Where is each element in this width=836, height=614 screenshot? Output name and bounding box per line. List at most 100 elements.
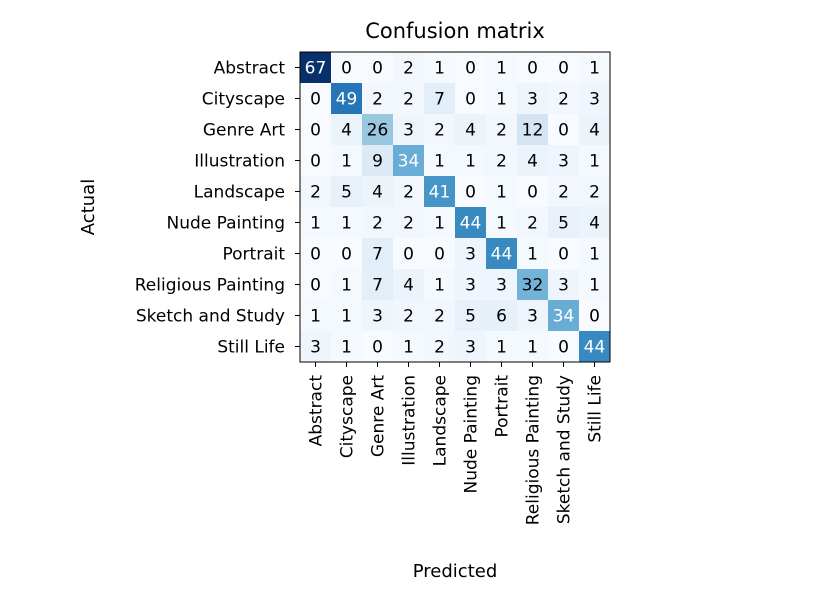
cell-value-label: 3 xyxy=(310,338,321,358)
cell-value-label: 3 xyxy=(527,307,538,327)
cell-value-label: 0 xyxy=(310,245,321,265)
heatmap-cell xyxy=(517,145,549,177)
y-tick-label: Landscape xyxy=(194,183,285,203)
cell-value-label: 5 xyxy=(465,307,476,327)
heatmap-cell xyxy=(424,238,456,270)
cell-value-label: 4 xyxy=(341,121,352,141)
cell-value-label: 26 xyxy=(367,121,389,141)
cell-value-label: 1 xyxy=(496,183,507,203)
cell-value-label: 49 xyxy=(336,90,358,110)
cell-value-label: 3 xyxy=(558,152,569,172)
cell-value-label: 1 xyxy=(310,214,321,234)
y-tick-label: Sketch and Study xyxy=(136,307,285,327)
heatmap-cell xyxy=(579,269,611,301)
heatmap-cell xyxy=(362,207,394,239)
cell-value-label: 1 xyxy=(496,338,507,358)
cell-value-label: 34 xyxy=(553,307,575,327)
heatmap-cell xyxy=(548,331,580,363)
heatmap-cell xyxy=(486,300,518,332)
heatmap-cell xyxy=(455,52,487,84)
heatmap-cell xyxy=(331,331,363,363)
heatmap-cell xyxy=(393,114,425,146)
cell-value-label: 2 xyxy=(434,307,445,327)
cell-value-label: 1 xyxy=(341,307,352,327)
y-tick-label: Cityscape xyxy=(202,90,285,110)
heatmap-cell xyxy=(331,269,363,301)
cell-value-label: 5 xyxy=(558,214,569,234)
heatmap-cell xyxy=(486,269,518,301)
cell-value-label: 0 xyxy=(558,338,569,358)
cell-value-label: 3 xyxy=(589,90,600,110)
cell-value-label: 1 xyxy=(589,59,600,79)
heatmap-cell xyxy=(486,331,518,363)
heatmap-cell xyxy=(362,145,394,177)
x-tick-label: Sketch and Study xyxy=(555,375,575,524)
heatmap-cell xyxy=(548,114,580,146)
heatmap-cell xyxy=(300,145,332,177)
heatmap-cell xyxy=(548,207,580,239)
heatmap-cell xyxy=(300,176,332,208)
heatmap-cell xyxy=(548,269,580,301)
cell-value-label: 0 xyxy=(558,121,569,141)
heatmap-cell xyxy=(393,269,425,301)
heatmap-cell xyxy=(579,331,611,363)
cell-value-label: 9 xyxy=(372,152,383,172)
cell-value-label: 0 xyxy=(310,121,321,141)
heatmap-cell xyxy=(424,145,456,177)
heatmap-cell xyxy=(362,300,394,332)
heatmap-cell xyxy=(486,176,518,208)
y-tick-label: Still Life xyxy=(217,338,285,358)
heatmap-cell xyxy=(300,300,332,332)
heatmap-cell xyxy=(393,207,425,239)
x-tick-label: Portrait xyxy=(493,375,513,438)
heatmap-cell xyxy=(455,114,487,146)
heatmap-cell xyxy=(393,300,425,332)
heatmap-cell xyxy=(548,145,580,177)
heatmap-cell xyxy=(393,52,425,84)
cell-value-label: 2 xyxy=(558,183,569,203)
cell-value-label: 1 xyxy=(527,245,538,265)
heatmap-cell xyxy=(300,52,332,84)
chart-title: Confusion matrix xyxy=(365,19,545,43)
heatmap-cell xyxy=(579,300,611,332)
heatmap-cell xyxy=(486,114,518,146)
cell-value-label: 2 xyxy=(403,183,414,203)
cell-value-label: 4 xyxy=(372,183,383,203)
heatmap-cell xyxy=(579,145,611,177)
cell-value-label: 1 xyxy=(434,59,445,79)
y-tick-label: Genre Art xyxy=(203,121,286,141)
x-tick-label: Illustration xyxy=(400,375,420,466)
cell-value-label: 0 xyxy=(403,245,414,265)
heatmap-cell xyxy=(579,176,611,208)
cell-value-label: 4 xyxy=(589,214,600,234)
heatmap-cell xyxy=(424,300,456,332)
heatmap-cell xyxy=(517,300,549,332)
cell-value-label: 12 xyxy=(522,121,544,141)
heatmap-cell xyxy=(517,207,549,239)
y-tick-labels: Abstract Cityscape Genre Art Illustration La… xyxy=(135,59,286,358)
heatmap-cell xyxy=(362,52,394,84)
heatmap-cell xyxy=(300,331,332,363)
heatmap-cell xyxy=(331,83,363,115)
cell-value-label: 1 xyxy=(341,214,352,234)
cell-value-label: 2 xyxy=(434,121,445,141)
heatmap-cell xyxy=(331,207,363,239)
cell-value-label: 1 xyxy=(527,338,538,358)
cell-value-labels: 67 0 0 2 1 0 1 0 0 10 49 2 2 7 0 1 3 2 30 4 26 3 2 4 2 12 0 40 1 9 34 1… xyxy=(305,59,606,358)
heatmap-cell xyxy=(455,83,487,115)
heatmap-cell xyxy=(517,83,549,115)
axis-ticks xyxy=(295,67,595,367)
heatmap-cell xyxy=(424,83,456,115)
cell-value-label: 44 xyxy=(584,338,606,358)
heatmap-cell xyxy=(455,145,487,177)
cell-value-label: 34 xyxy=(398,152,420,172)
heatmap-cell xyxy=(300,83,332,115)
cell-value-label: 3 xyxy=(527,90,538,110)
cell-value-label: 2 xyxy=(403,307,414,327)
heatmap-cell xyxy=(362,83,394,115)
cell-value-label: 3 xyxy=(403,121,414,141)
cell-value-label: 2 xyxy=(372,90,383,110)
heatmap-cell xyxy=(517,331,549,363)
x-tick-label: Religious Painting xyxy=(524,375,544,525)
